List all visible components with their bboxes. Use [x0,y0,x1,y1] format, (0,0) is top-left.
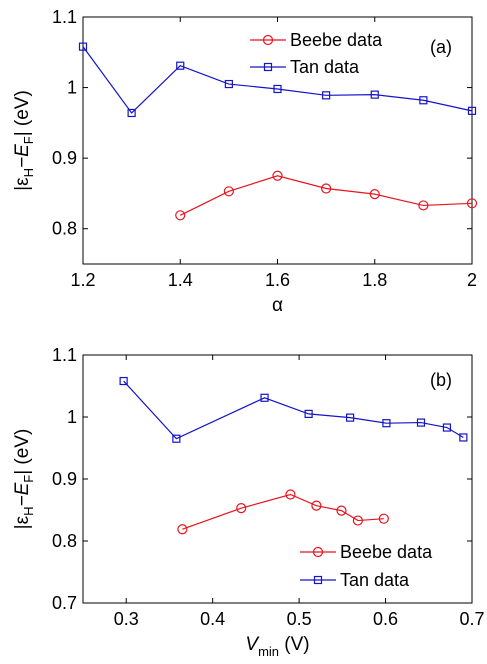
legend-entry: Beebe data [300,542,433,562]
axes-box [82,354,473,604]
x-tick-label: 1.6 [265,270,290,290]
data-point [272,170,283,181]
legend-label: Beebe data [340,542,433,562]
legend-entry: Tan data [250,57,360,77]
y-axis-label: |εH−EF| (eV) [12,90,36,191]
x-tick-label: 0.7 [459,609,484,629]
data-point [176,61,185,70]
y-tick-label: 0.7 [52,593,77,613]
y-axis-label: |εH−EF| (eV) [12,429,36,530]
x-tick-label: 0.3 [114,609,139,629]
data-point [236,503,247,514]
series-tan [119,376,468,443]
x-axis-label: α [272,295,283,316]
legend-entry: Tan data [300,570,410,590]
series-line [82,46,473,114]
data-point [321,183,332,194]
legend-entry: Beebe data [250,30,383,50]
data-point [352,515,363,526]
data-point [127,108,136,118]
data-point [311,500,322,511]
x-axis-label: Vmin (V) [245,634,309,659]
series-line [179,175,473,216]
data-point [346,413,355,422]
data-point [260,393,269,402]
data-point [459,433,468,442]
data-point [467,106,477,115]
data-point [419,96,428,105]
data-point [175,210,186,221]
legend-marker [263,62,273,72]
x-tick-label: 0.4 [200,609,225,629]
data-point [273,84,282,94]
x-tick-label: 1.4 [168,270,193,290]
data-point [418,200,429,211]
data-point [369,189,380,200]
series-tan [78,42,477,118]
y-tick-label: 1.1 [52,7,77,27]
series-beebe [177,489,389,535]
panel-label: (b) [430,370,452,390]
legend-marker [313,575,323,585]
legend-label: Tan data [290,57,360,77]
x-tick-label: 2 [467,270,477,290]
x-tick-label: 0.6 [373,609,398,629]
series-line [182,493,384,530]
y-tick-label: 1 [67,78,77,98]
data-point [382,419,391,428]
legend-marker [312,546,324,558]
data-point [224,79,233,89]
data-point [285,489,296,500]
y-tick-label: 0.8 [52,219,77,239]
legend-label: Tan data [340,570,410,590]
data-point [322,91,331,100]
data-point [172,434,181,443]
y-tick-label: 0.9 [52,469,77,489]
panel-label: (a) [430,37,452,57]
y-tick-label: 0.8 [52,531,77,551]
x-tick-label: 0.5 [287,609,312,629]
data-point [78,42,88,51]
x-tick-label: 1.8 [362,270,387,290]
data-point [119,376,128,386]
data-point [223,186,234,197]
data-point [304,409,313,418]
data-point [466,198,478,209]
data-point [442,423,452,432]
legend-marker [262,34,274,46]
y-tick-label: 1 [67,407,77,427]
data-point [370,90,379,99]
series-line [123,380,464,440]
y-tick-label: 1.1 [52,345,77,365]
chart-panel-2: 0.3 0.4 0.5 0.6 0.7 0.7 0.8 0.9 1 1.1 |εH−EF| (eV)… [12,345,485,659]
legend-label: Beebe data [290,30,383,50]
data-point [416,418,426,427]
chart-panel-1: 1.2 1.4 1.6 1.8 2 0.8 0.9 1 1.1 |εH−EF| (eV) α (a) B… [12,7,478,316]
x-tick-label: 1.2 [70,270,95,290]
series-beebe [175,170,478,221]
data-point [378,513,389,524]
y-tick-label: 0.9 [52,148,77,168]
data-point [336,505,347,516]
axes-box [82,16,473,265]
data-point [177,524,188,535]
